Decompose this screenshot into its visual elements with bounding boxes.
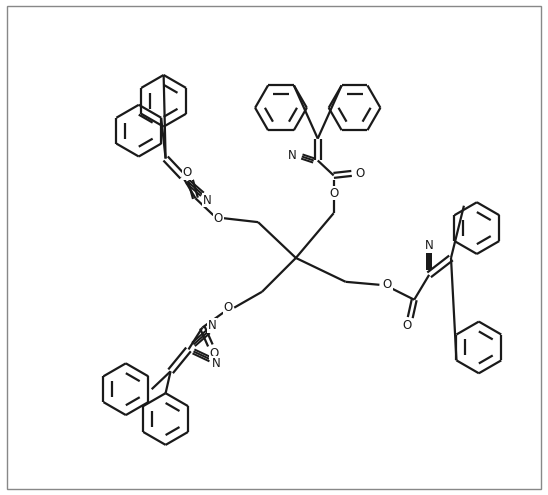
Text: O: O [329, 187, 338, 200]
Text: N: N [288, 149, 296, 162]
Text: N: N [425, 239, 433, 251]
Text: O: O [210, 347, 219, 360]
Text: O: O [355, 167, 364, 180]
Text: O: O [214, 212, 223, 225]
Text: N: N [203, 194, 212, 207]
Text: O: O [403, 319, 412, 332]
Text: O: O [183, 166, 192, 179]
Text: O: O [383, 278, 392, 291]
Text: N: N [208, 319, 216, 332]
Text: N: N [212, 357, 221, 370]
Text: O: O [224, 301, 233, 314]
